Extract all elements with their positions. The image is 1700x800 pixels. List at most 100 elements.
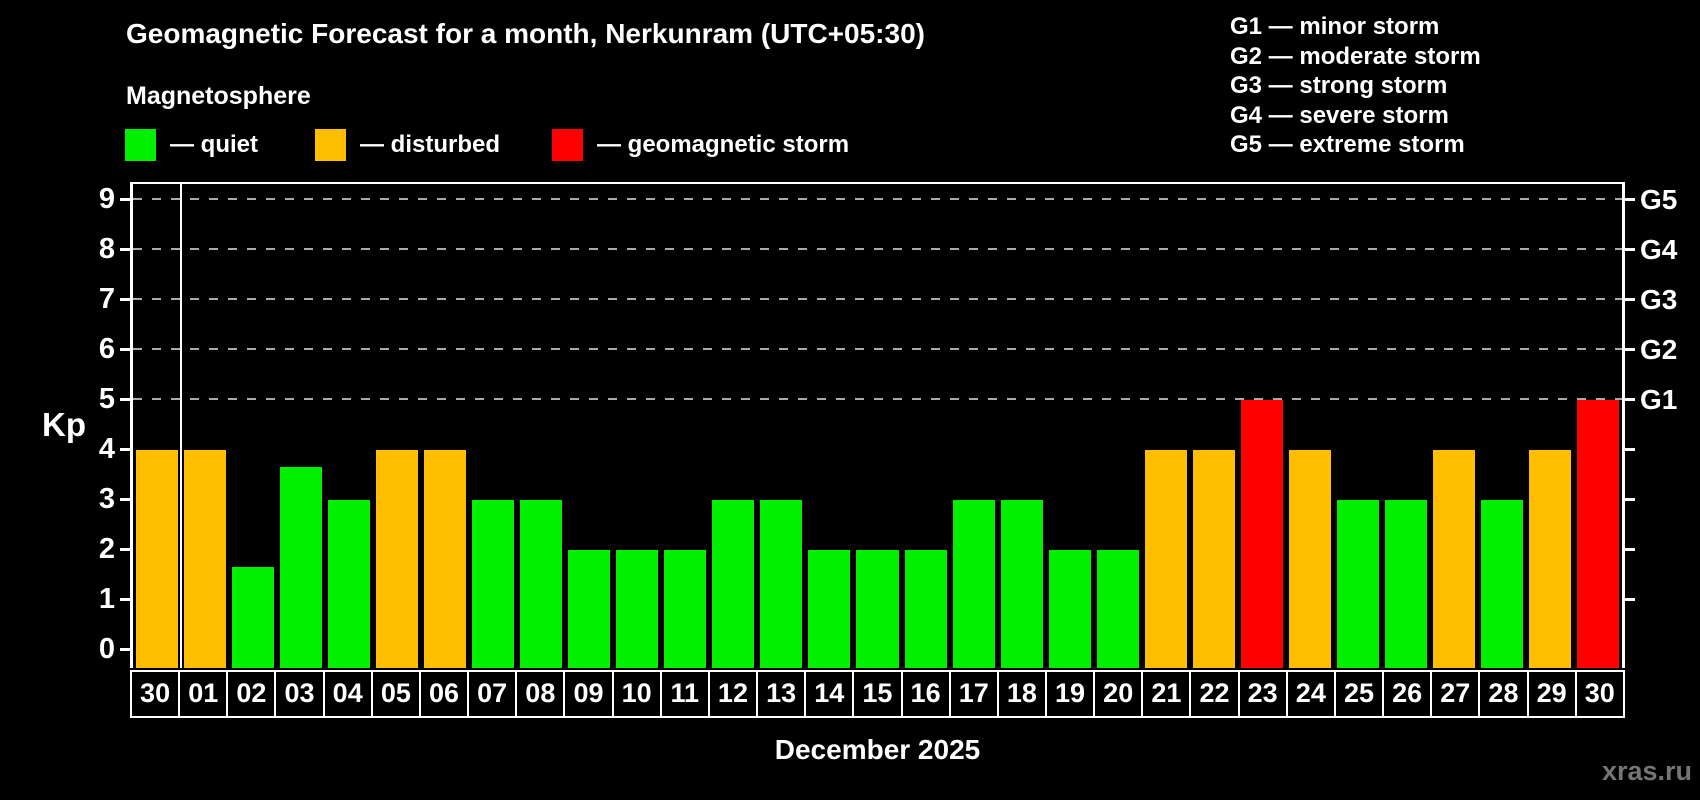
day-label-cell: 30 xyxy=(130,670,181,718)
kp-bar-day-11 xyxy=(664,550,707,668)
day-label-cell: 24 xyxy=(1285,670,1336,718)
day-label-cell: 13 xyxy=(756,670,807,718)
kp-bar-day-08 xyxy=(520,500,563,668)
day-label-cell: 20 xyxy=(1093,670,1144,718)
gridline-kp8 xyxy=(133,248,1622,250)
g-level-label-g5: G5 xyxy=(1640,184,1678,215)
kp-bar-day-27 xyxy=(1432,450,1475,668)
kp-bar-day-29 xyxy=(1528,450,1571,668)
y-tick-label: 7 xyxy=(98,283,115,315)
month-separator-line xyxy=(180,184,183,668)
gridline-kp6 xyxy=(133,348,1622,350)
g-level-label-g1: G1 xyxy=(1640,384,1678,415)
kp-bar-day-05 xyxy=(376,450,419,668)
day-label-cell: 04 xyxy=(322,670,373,718)
day-label-cell: 30 xyxy=(1574,670,1625,718)
day-label-cell: 08 xyxy=(515,670,566,718)
kp-bar-day-24 xyxy=(1288,450,1331,668)
gridline-kp5 xyxy=(133,398,1622,400)
kp-bar-day-28 xyxy=(1480,500,1523,668)
kp-bar-day-20 xyxy=(1096,550,1139,668)
day-label-cell: 18 xyxy=(996,670,1047,718)
x-axis-day-labels: 30 01 02 03 04 05 06 07 08 09 10 11 12 13 14 15 16 17 18 19… xyxy=(130,670,1625,718)
plot-area: 0 1 2 3 4 5 6 7 8 9 G1 G2 G3 G4 G5 xyxy=(99,182,1677,668)
legend-label-disturbed: — disturbed xyxy=(360,131,501,158)
legend-item-storm: — geomagnetic storm xyxy=(552,128,849,162)
day-label-cell: 26 xyxy=(1382,670,1433,718)
legend-item-disturbed: — disturbed xyxy=(315,128,500,162)
y-tick-label: 4 xyxy=(98,433,115,465)
y-tick-label: 0 xyxy=(98,633,115,665)
right-axis-tick xyxy=(1625,598,1635,601)
disturbed-color-swatch-icon xyxy=(315,129,346,161)
right-axis-tick xyxy=(1625,298,1635,301)
kp-bar-day-15 xyxy=(856,550,899,668)
y-axis-tick xyxy=(120,198,130,201)
quiet-color-swatch-icon xyxy=(125,129,156,161)
y-tick-label: 8 xyxy=(98,233,115,265)
kp-bar-day-13 xyxy=(760,500,803,668)
y-axis-tick xyxy=(120,598,130,601)
g-scale-item-g5: G5 — extreme storm xyxy=(1230,131,1465,158)
kp-bar-day-16 xyxy=(904,550,947,668)
day-label-cell: 21 xyxy=(1141,670,1192,718)
watermark-link[interactable]: xras.ru xyxy=(1601,756,1692,786)
kp-bar-day-21 xyxy=(1144,450,1187,668)
y-axis-tick xyxy=(120,348,130,351)
day-label-cell: 19 xyxy=(1044,670,1096,718)
kp-bar-day-03 xyxy=(280,466,323,668)
right-axis-tick xyxy=(1625,448,1635,451)
day-label-cell: 07 xyxy=(467,670,518,718)
kp-bar-day-12 xyxy=(712,500,755,668)
kp-bar-day-10 xyxy=(616,550,659,668)
g-level-label-g3: G3 xyxy=(1640,284,1678,315)
kp-bar-day-30 xyxy=(1576,400,1619,668)
day-label-cell: 15 xyxy=(852,670,903,718)
day-label-cell: 11 xyxy=(659,670,710,718)
y-axis-tick xyxy=(120,498,130,501)
day-label-cell: 14 xyxy=(804,670,855,718)
right-axis-tick xyxy=(1625,348,1635,351)
y-tick-label: 2 xyxy=(98,533,115,565)
g-scale-item-g3: G3 — strong storm xyxy=(1230,72,1448,99)
kp-bar-day-22 xyxy=(1192,450,1235,668)
kp-bar-day-14 xyxy=(808,550,851,668)
day-label-cell: 25 xyxy=(1333,670,1385,718)
day-label-cell: 16 xyxy=(900,670,951,718)
y-axis-tick xyxy=(120,248,130,251)
y-axis-tick xyxy=(120,548,130,551)
chart-title: Geomagnetic Forecast for a month, Nerkun… xyxy=(126,18,925,49)
day-label-cell: 22 xyxy=(1189,670,1240,718)
kp-bar-day-04 xyxy=(328,500,371,668)
g-scale-legend: G1 — minor storm G2 — moderate storm G3 … xyxy=(1230,12,1481,160)
y-axis-tick xyxy=(120,298,130,301)
right-axis-tick xyxy=(1625,498,1635,501)
legend-label-quiet: — quiet xyxy=(170,131,258,158)
kp-bar-day-23 xyxy=(1240,400,1283,668)
legend-item-quiet: — quiet xyxy=(125,128,258,162)
day-label-cell: 27 xyxy=(1430,670,1481,718)
y-tick-label: 6 xyxy=(98,333,115,365)
kp-bar-day-26 xyxy=(1384,500,1427,668)
right-axis-tick xyxy=(1625,198,1635,201)
g-level-label-g4: G4 xyxy=(1640,234,1678,265)
day-label-cell: 17 xyxy=(948,670,999,718)
right-axis-tick xyxy=(1625,548,1635,551)
y-tick-label: 9 xyxy=(98,183,115,215)
kp-bar-day-19 xyxy=(1048,550,1091,668)
y-tick-label: 3 xyxy=(98,483,115,515)
right-axis-tick xyxy=(1625,248,1635,251)
day-label-cell: 01 xyxy=(178,670,229,718)
y-axis-tick xyxy=(120,648,130,651)
legend-label-storm: — geomagnetic storm xyxy=(597,131,850,158)
day-label-cell: 12 xyxy=(707,670,759,718)
kp-bar-day-18 xyxy=(1000,500,1043,668)
kp-bar-day-30 xyxy=(136,450,179,668)
day-label-cell: 03 xyxy=(274,670,325,718)
storm-color-swatch-icon xyxy=(552,129,583,161)
gridline-kp7 xyxy=(133,298,1622,300)
day-label-cell: 23 xyxy=(1237,670,1288,718)
y-axis-tick xyxy=(120,398,130,401)
g-scale-item-g2: G2 — moderate storm xyxy=(1230,42,1481,70)
